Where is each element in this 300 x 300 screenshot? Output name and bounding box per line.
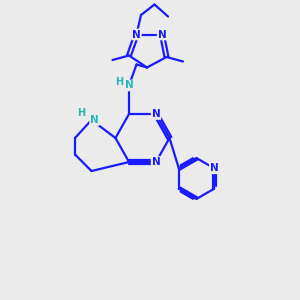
Text: N: N [152, 109, 160, 119]
Text: N: N [90, 115, 99, 125]
Text: N: N [132, 29, 141, 40]
Text: H: H [115, 77, 124, 87]
Text: N: N [152, 157, 160, 167]
Text: N: N [124, 80, 134, 91]
Text: N: N [158, 29, 166, 40]
Text: H: H [77, 108, 85, 118]
Text: N: N [210, 163, 218, 173]
